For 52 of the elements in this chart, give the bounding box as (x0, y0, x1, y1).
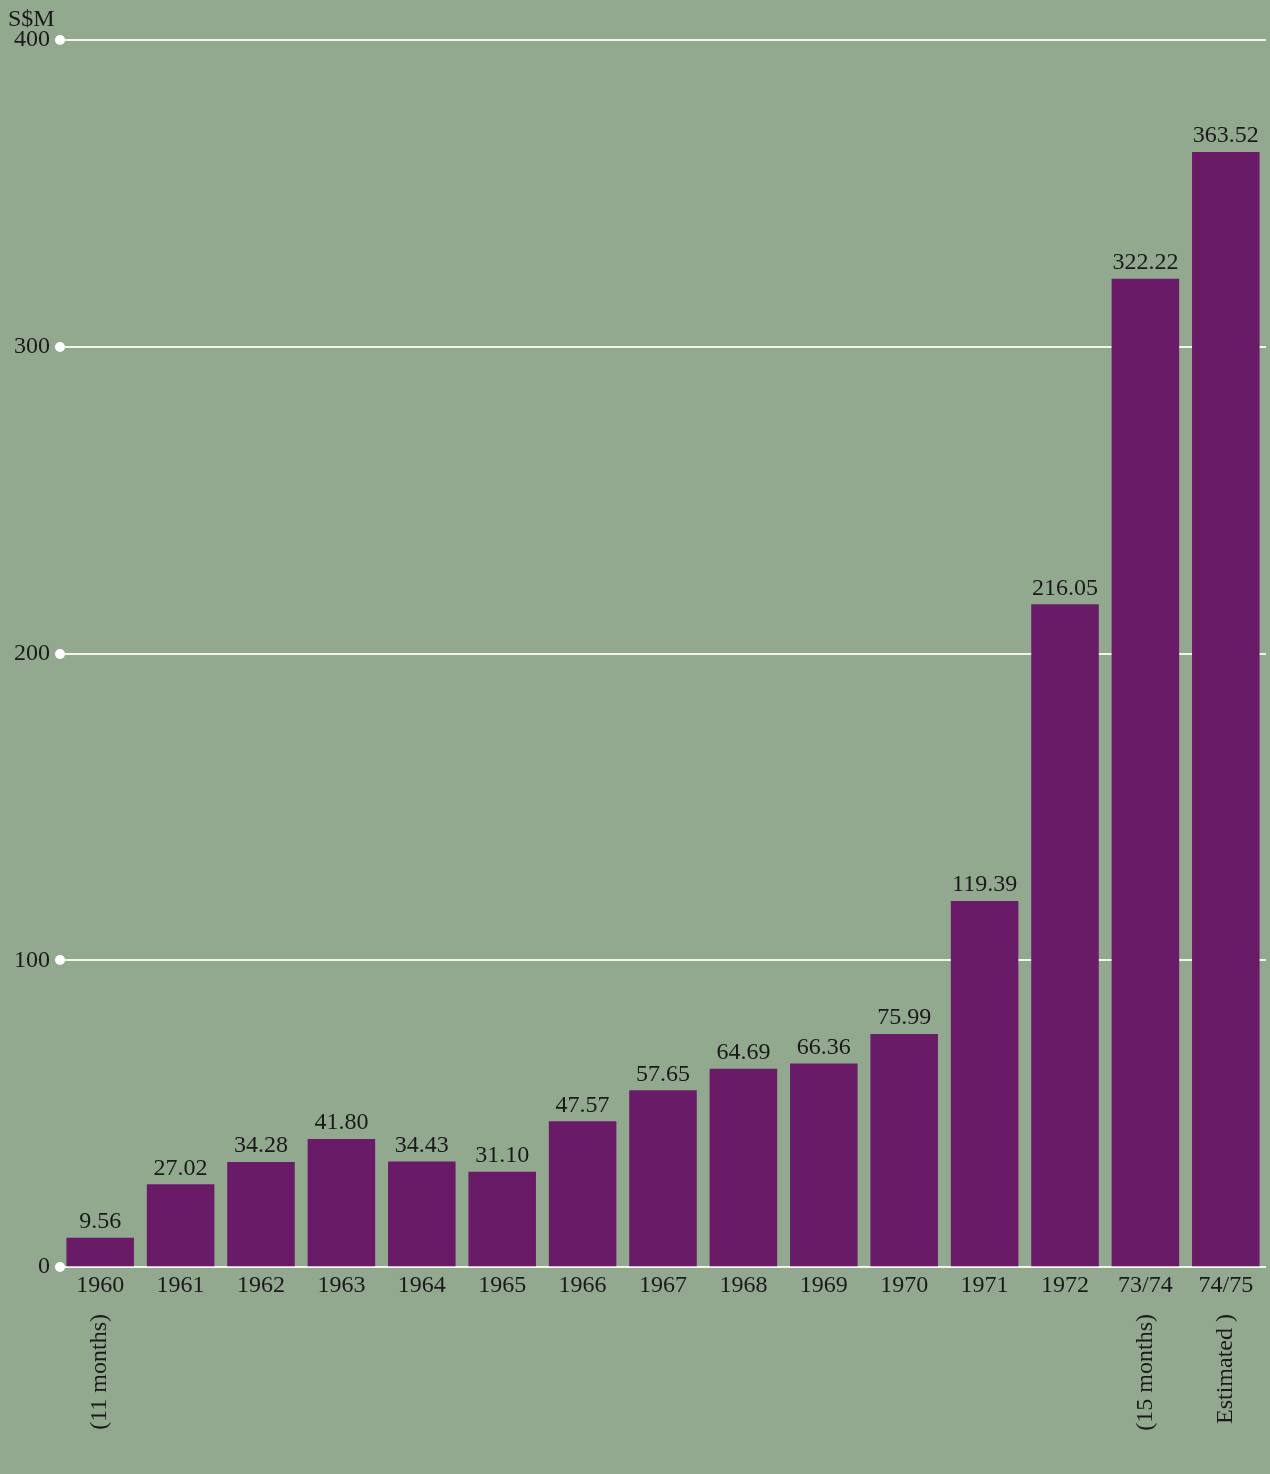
data-label: 27.02 (153, 1153, 208, 1180)
bar (1192, 151, 1260, 1267)
x-tick-label: 74/75 (1198, 1270, 1254, 1297)
text: Estimated ) (1211, 1314, 1238, 1424)
x-tick-label: 1969 (799, 1270, 848, 1297)
data-label: 47.57 (555, 1090, 610, 1117)
data-label: 66.36 (796, 1032, 851, 1059)
x-tick-label: 1971 (960, 1270, 1009, 1297)
x-tick-label: 73/74 (1118, 1270, 1173, 1297)
bar (950, 900, 1019, 1267)
x-tick-label: 1967 (639, 1270, 687, 1297)
bar (870, 1034, 938, 1267)
x-tick-label: 1962 (237, 1270, 285, 1297)
bar (548, 1121, 617, 1267)
bar (1111, 278, 1180, 1267)
bar (307, 1138, 376, 1267)
bar (468, 1171, 536, 1267)
bar (388, 1161, 456, 1267)
data-label: 75.99 (877, 1003, 932, 1030)
y-tick-label: 0 (38, 1252, 50, 1279)
y-tick-label: 100 (14, 945, 50, 972)
x-tick-label: 1960 (76, 1270, 125, 1297)
data-label: 322.22 (1112, 247, 1179, 274)
bar (629, 1090, 697, 1267)
data-label: 9.56 (79, 1207, 122, 1234)
bar (66, 1237, 134, 1267)
data-label: 57.65 (636, 1059, 690, 1086)
x-tick-label: 1970 (880, 1270, 929, 1297)
y-tick-label: 200 (14, 638, 50, 665)
bar (790, 1063, 858, 1267)
data-label: 363.52 (1192, 121, 1259, 148)
x-tick-label: 1966 (558, 1270, 607, 1297)
data-label: 34.43 (394, 1130, 449, 1157)
data-label: 34.28 (234, 1131, 288, 1158)
x-tick-label: 1964 (397, 1270, 446, 1297)
x-tick-label: 1963 (317, 1270, 366, 1297)
text: (11 months) (85, 1314, 112, 1430)
bar (709, 1068, 778, 1267)
y-tick-label: 300 (14, 332, 50, 359)
data-label: 64.69 (716, 1038, 771, 1065)
data-label: 119.39 (952, 870, 1018, 897)
x-tick-label: 1961 (156, 1270, 205, 1297)
x-tick-label: 1968 (719, 1270, 768, 1297)
x-tick-label: 1965 (478, 1270, 527, 1297)
x-tick-label: 1972 (1041, 1270, 1089, 1297)
data-label: 31.10 (475, 1141, 530, 1168)
text: (15 months) (1130, 1314, 1157, 1431)
data-label: 41.80 (314, 1108, 369, 1135)
bar (1031, 604, 1099, 1267)
data-label: 216.05 (1032, 573, 1098, 600)
bar (146, 1184, 215, 1267)
bar (227, 1162, 295, 1267)
